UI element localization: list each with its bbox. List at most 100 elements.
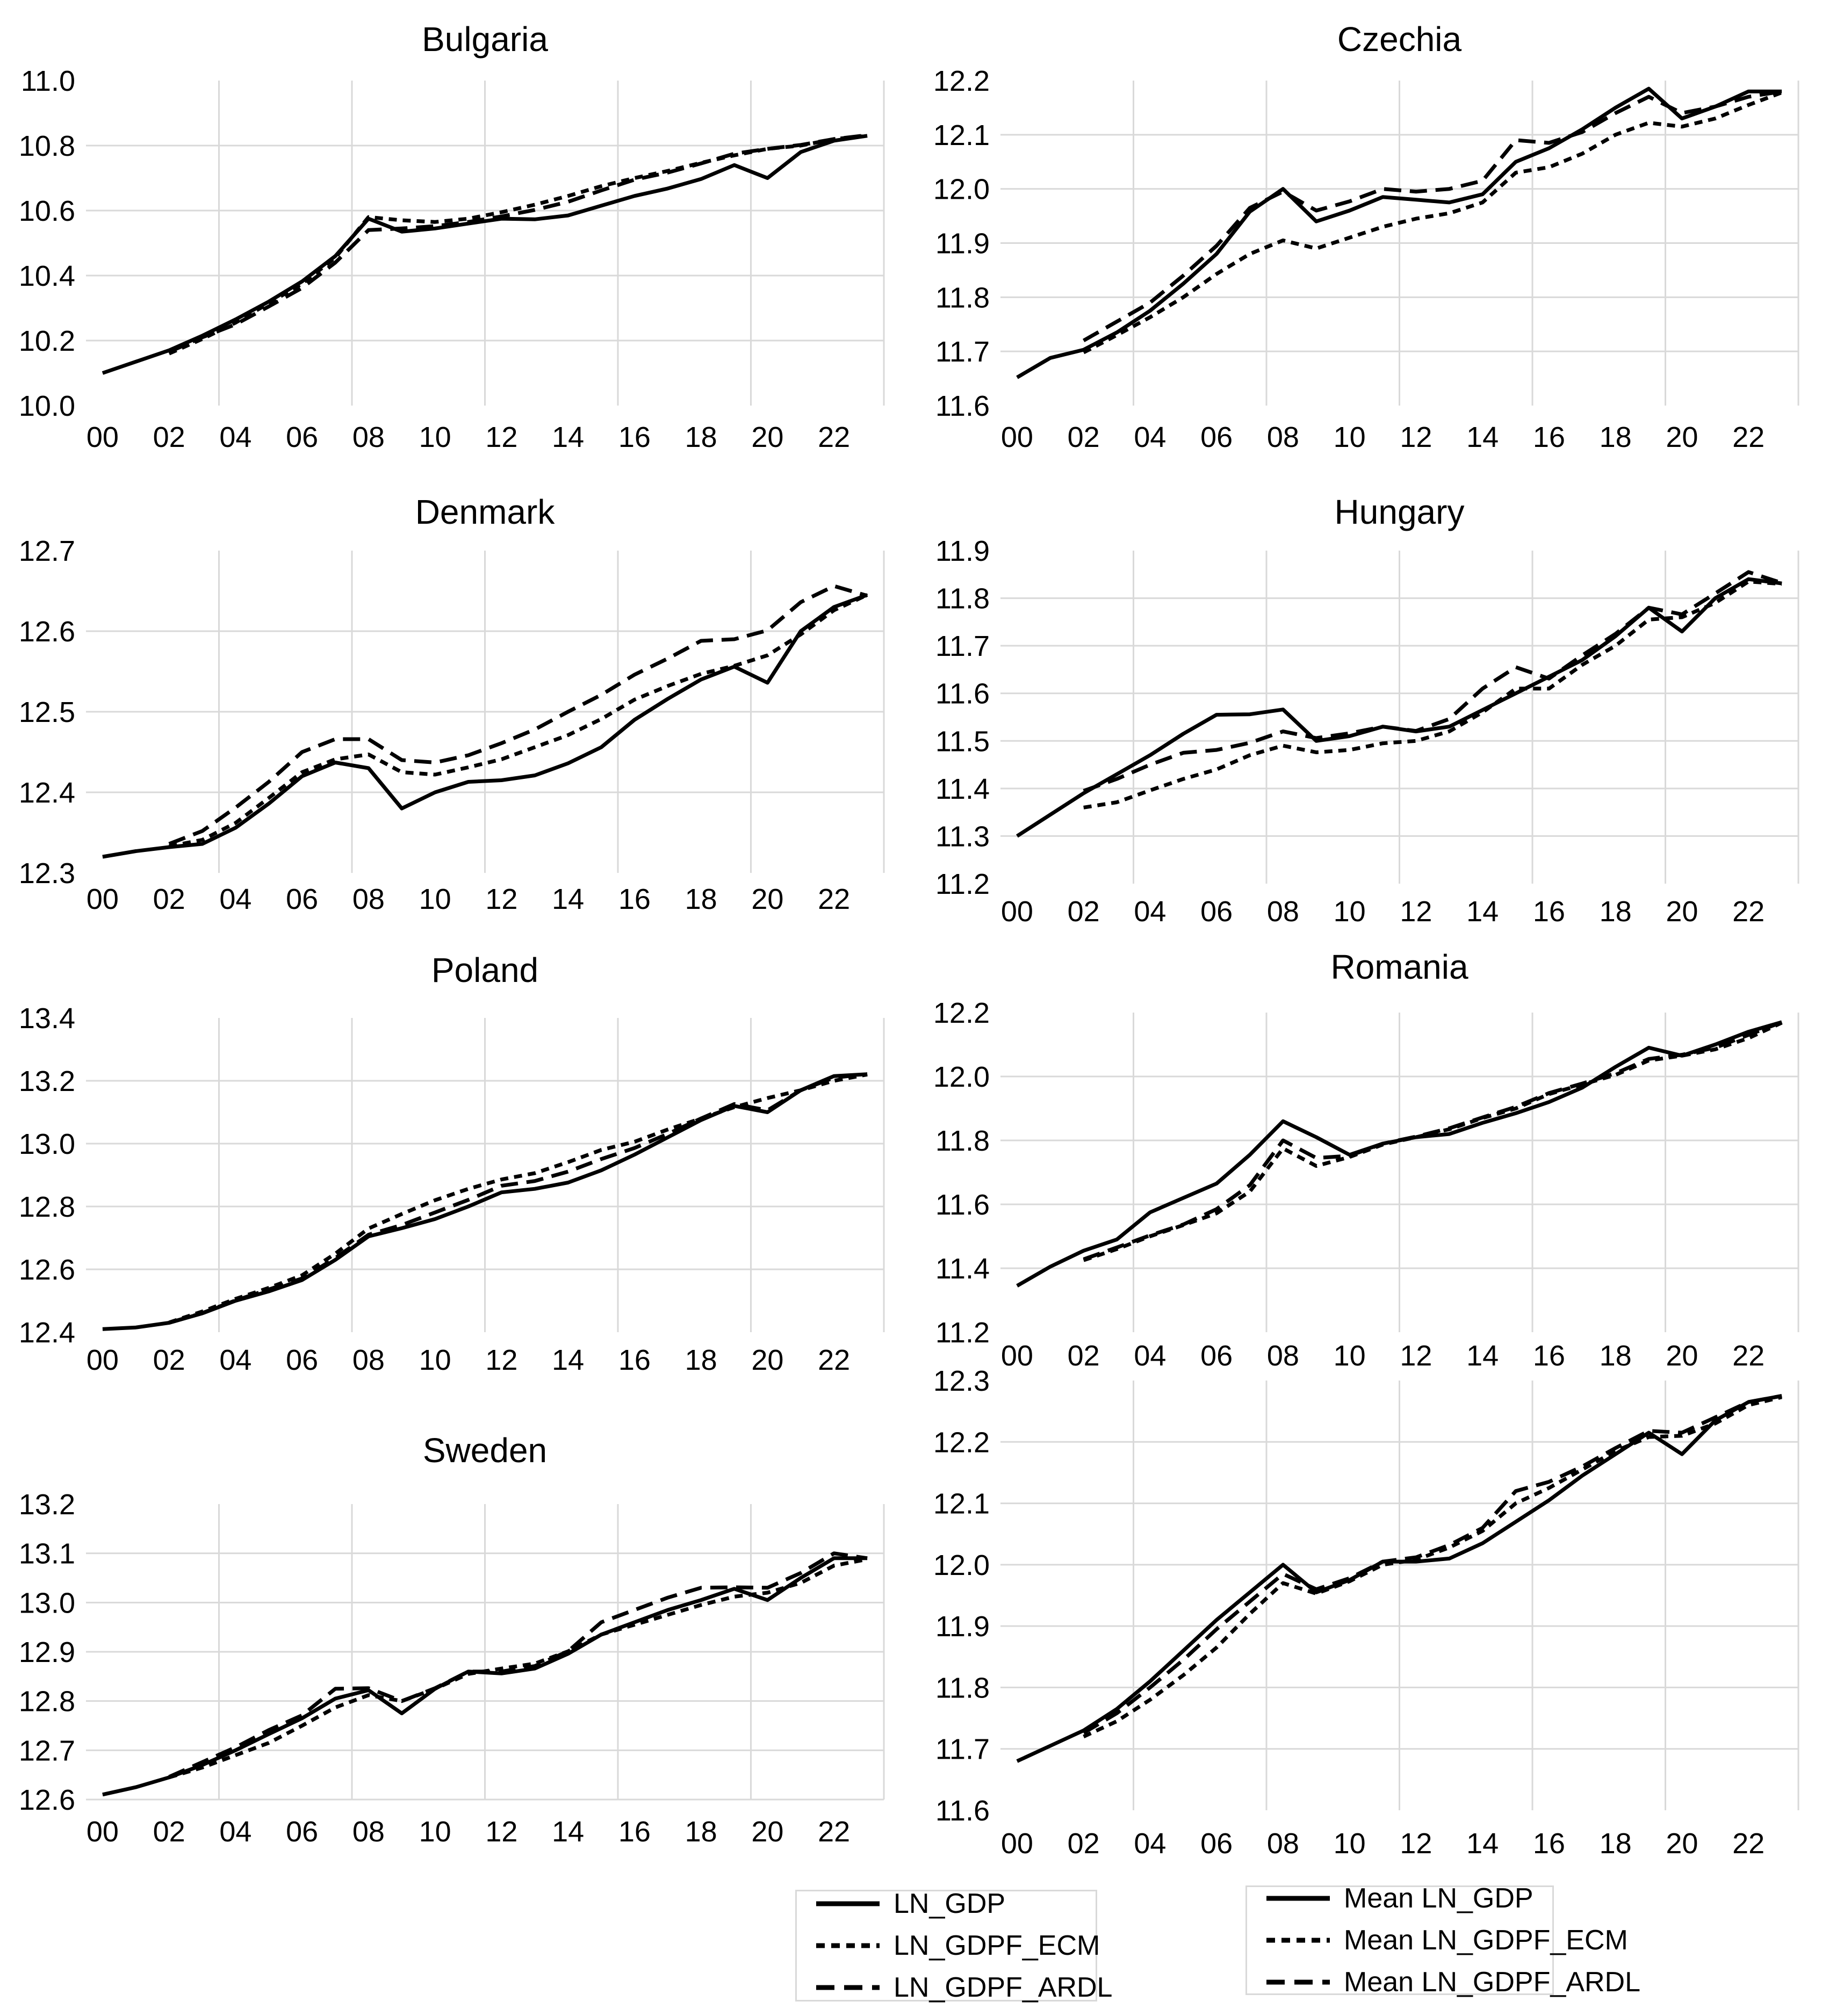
x-tick-label: 06 — [1200, 1827, 1233, 1860]
chart-title: Sweden — [423, 1431, 547, 1470]
x-tick-label: 08 — [1267, 1827, 1299, 1860]
y-tick-label: 12.4 — [19, 1317, 75, 1349]
series-ln-gdpf-ecm — [168, 1557, 868, 1780]
y-tick-label: 12.8 — [19, 1686, 75, 1718]
x-tick-label: 12 — [1400, 1827, 1432, 1860]
series-ln-gdpf-ardl — [1082, 89, 1782, 343]
legend-line-long-dash — [816, 1985, 880, 1990]
legend-item-mean-ln-gdpf-ardl: Mean LN_GDPF_ARDL — [1266, 1968, 1640, 1996]
y-tick-label: 12.7 — [19, 1735, 75, 1767]
x-tick-label: 14 — [1466, 1827, 1499, 1860]
y-tick-label: 10.6 — [19, 195, 75, 227]
x-tick-label: 18 — [1600, 1340, 1632, 1370]
series-ln-gdpf-ecm — [168, 1072, 868, 1325]
x-tick-label: 16 — [1533, 1340, 1565, 1370]
x-tick-label: 08 — [1267, 421, 1299, 453]
x-tick-label: 14 — [552, 421, 584, 453]
x-tick-label: 10 — [419, 883, 451, 915]
y-tick-label: 11.8 — [935, 1672, 990, 1704]
x-tick-label: 22 — [818, 883, 850, 915]
x-tick-label: 20 — [751, 421, 783, 453]
y-tick-label: 12.4 — [19, 777, 75, 809]
y-tick-label: 11.0 — [21, 65, 75, 97]
chart-denmark: 12.3 12.4 12.5 12.6 12.7 00 02 04 06 08 10 12 14 16 18… — [19, 493, 885, 915]
x-tick-label: 02 — [1068, 1827, 1100, 1860]
y-tick-label: 11.4 — [935, 773, 990, 805]
x-tick-label: 02 — [1068, 421, 1100, 453]
chart-bulgaria: 10.0 10.2 10.4 10.6 10.8 11.0 00 02 04 06 08 10 12 14… — [19, 20, 885, 453]
series-ln-gdpf-ardl — [168, 133, 868, 354]
y-tick-label: 10.0 — [19, 390, 75, 422]
x-tick-label: 06 — [1200, 421, 1233, 453]
y-tick-label: 11.2 — [935, 1317, 990, 1349]
x-tick-label: 08 — [352, 421, 385, 453]
y-tick-label: 11.6 — [935, 1189, 990, 1221]
x-tick-label: 02 — [1068, 1340, 1100, 1370]
x-tick-label: 12 — [1400, 895, 1432, 928]
x-tick-label: 04 — [1134, 895, 1166, 928]
x-tick-label: 04 — [219, 421, 251, 453]
x-tick-label: 18 — [1600, 421, 1632, 453]
y-tick-label: 12.6 — [19, 1784, 75, 1816]
legend-item-mean-ln-gdp: Mean LN_GDP — [1266, 1884, 1552, 1912]
y-tick-label: 11.9 — [935, 228, 990, 260]
y-tick-label: 12.0 — [933, 174, 990, 206]
y-tick-label: 11.4 — [935, 1253, 990, 1285]
x-tick-label: 12 — [485, 883, 517, 915]
y-tick-label: 12.7 — [19, 535, 75, 567]
x-tick-label: 18 — [1600, 1827, 1632, 1860]
x-tick-label: 20 — [1666, 1827, 1698, 1860]
y-tick-label: 12.2 — [933, 65, 990, 97]
x-tick-label: 22 — [1732, 421, 1765, 453]
x-tick-label: 08 — [1267, 1340, 1299, 1370]
y-tick-label: 11.7 — [935, 336, 990, 368]
y-tick-label: 11.8 — [935, 281, 990, 314]
x-tick-label: 04 — [219, 883, 251, 915]
x-tick-label: 20 — [1666, 1340, 1698, 1370]
series-ln-gdp — [102, 134, 868, 375]
legend-item-mean-ln-gdpf-ecm: Mean LN_GDPF_ECM — [1266, 1926, 1628, 1954]
x-tick-label: 22 — [818, 1344, 850, 1376]
x-tick-label: 20 — [751, 883, 783, 915]
chart-poland: 12.4 12.6 12.8 13.0 13.2 13.4 00 02 04 06 08 10 12 14… — [19, 951, 885, 1376]
x-tick-label: 04 — [219, 1344, 251, 1376]
legend-label: Mean LN_GDPF_ECM — [1344, 1925, 1628, 1956]
x-tick-label: 06 — [1200, 895, 1233, 928]
x-tick-label: 02 — [153, 1344, 185, 1376]
chart-sweden: 12.6 12.7 12.8 12.9 13.0 13.1 13.2 00 02 04 06 08 10… — [19, 1431, 885, 1848]
x-tick-label: 02 — [153, 883, 185, 915]
x-tick-label: 22 — [818, 1816, 850, 1848]
x-tick-label: 00 — [1001, 1340, 1033, 1370]
y-tick-label: 13.4 — [19, 1002, 75, 1035]
x-tick-label: 14 — [552, 883, 584, 915]
x-tick-label: 14 — [1466, 1340, 1499, 1370]
x-tick-label: 10 — [419, 1816, 451, 1848]
series-ln-gdpf-ecm — [1083, 580, 1782, 810]
y-tick-label: 12.1 — [933, 1488, 990, 1520]
x-tick-label: 20 — [1666, 895, 1698, 928]
x-tick-label: 16 — [1533, 895, 1565, 928]
y-tick-label: 13.2 — [19, 1065, 75, 1097]
chart-title: Romania — [1330, 948, 1468, 986]
series-ln-gdp — [1016, 577, 1782, 838]
x-tick-label: 06 — [286, 883, 318, 915]
x-tick-label: 10 — [1334, 1827, 1366, 1860]
x-tick-label: 00 — [1001, 1827, 1033, 1860]
y-tick-label: 11.8 — [935, 583, 990, 615]
x-tick-label: 14 — [1466, 895, 1499, 928]
legend-line-solid — [816, 1901, 880, 1906]
x-tick-label: 10 — [1334, 1340, 1366, 1370]
series-mean-ln-gdpf-ardl — [1082, 1394, 1782, 1735]
chart-title: Bulgaria — [422, 20, 548, 59]
x-tick-label: 16 — [618, 1344, 651, 1376]
x-tick-label: 22 — [818, 421, 850, 453]
series-ln-gdpf-ecm — [1083, 1021, 1783, 1262]
y-tick-label: 13.0 — [19, 1587, 75, 1619]
x-tick-label: 12 — [485, 1344, 517, 1376]
legend-line-long-dash — [1266, 1979, 1330, 1985]
y-tick-label: 10.4 — [19, 260, 75, 292]
x-tick-label: 04 — [219, 1816, 251, 1848]
x-tick-label: 00 — [87, 1344, 119, 1376]
y-tick-label: 11.6 — [935, 390, 990, 422]
series-ln-gdp — [102, 593, 868, 859]
